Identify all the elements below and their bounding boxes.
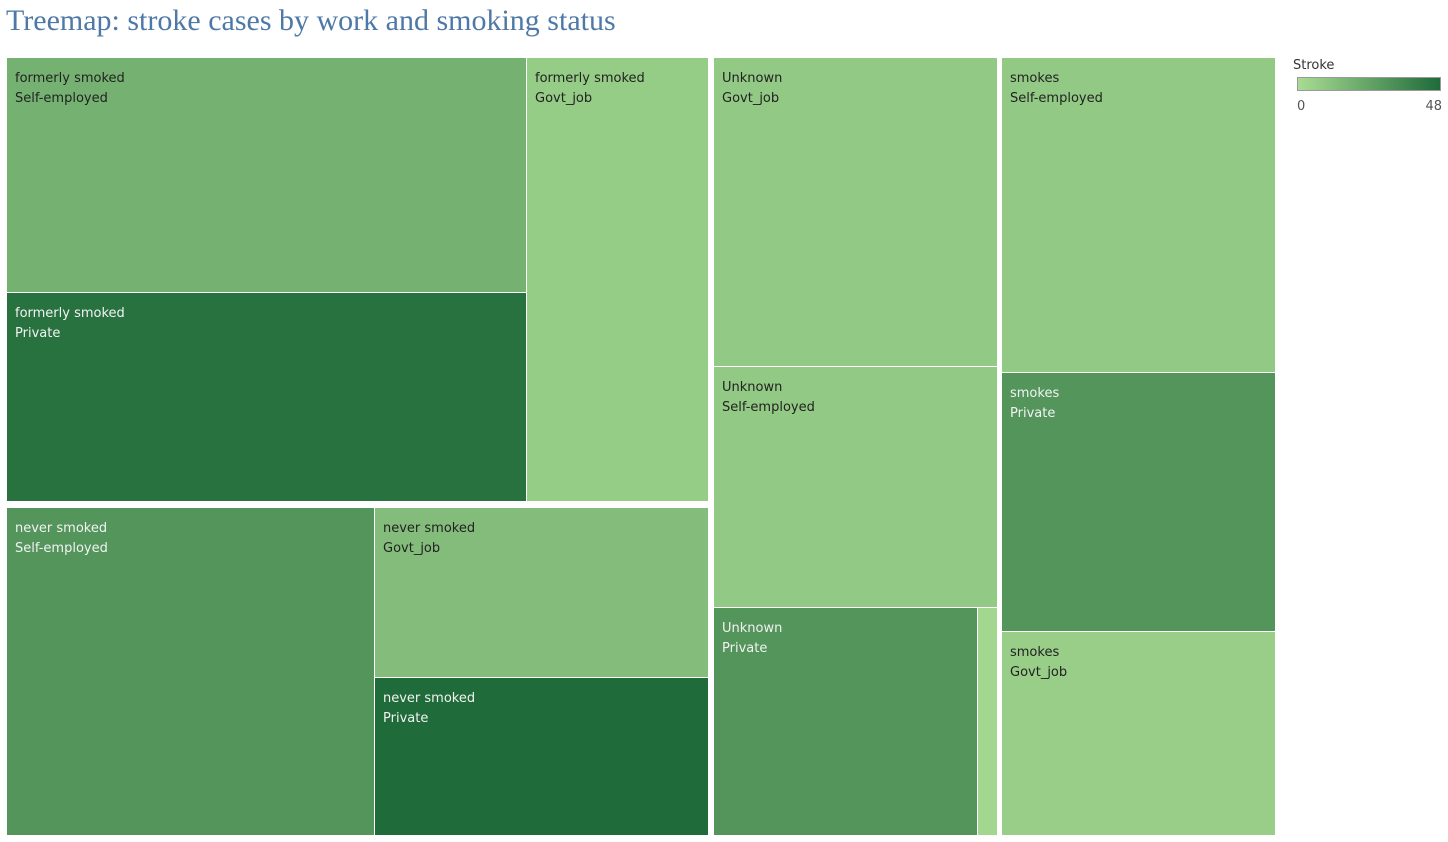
cell-label-smoking-status: Unknown bbox=[722, 71, 782, 86]
legend-title: Stroke bbox=[1293, 58, 1335, 73]
cell-label-work-type: Govt_job bbox=[535, 91, 592, 106]
cell-label-work-type: Private bbox=[383, 711, 428, 726]
legend-gradient-bar bbox=[1297, 77, 1441, 91]
cell-label-work-type: Private bbox=[722, 641, 767, 656]
treemap-group-never-smoked: never smoked Self-employed never smoked Gov… bbox=[7, 508, 708, 835]
cell-label-work-type: Self-employed bbox=[1010, 91, 1103, 106]
color-legend: Stroke 0 48 bbox=[1293, 58, 1445, 118]
treemap: formerly smoked Self-employed formerly smo… bbox=[7, 58, 1275, 835]
treemap-cell-unknown-govt-job[interactable] bbox=[714, 58, 997, 366]
cell-label-work-type: Self-employed bbox=[15, 541, 108, 556]
treemap-cell-smokes-govt-job[interactable] bbox=[1002, 632, 1275, 835]
cell-label-smoking-status: formerly smoked bbox=[15, 71, 125, 86]
cell-label-smoking-status: never smoked bbox=[15, 521, 107, 536]
cell-label-smoking-status: smokes bbox=[1010, 386, 1059, 401]
cell-label-smoking-status: formerly smoked bbox=[535, 71, 645, 86]
treemap-cell-formerly-smoked-private[interactable] bbox=[7, 293, 526, 501]
cell-label-work-type: Govt_job bbox=[383, 541, 440, 556]
cell-label-smoking-status: smokes bbox=[1010, 71, 1059, 86]
legend-min-label: 0 bbox=[1297, 99, 1306, 114]
cell-label-work-type: Govt_job bbox=[722, 91, 779, 106]
cell-label-smoking-status: formerly smoked bbox=[15, 306, 125, 321]
cell-label-smoking-status: Unknown bbox=[722, 380, 782, 395]
treemap-group-unknown: Unknown Govt_job Unknown Self-employed Unkno… bbox=[714, 58, 997, 835]
legend-max-label: 48 bbox=[1425, 99, 1442, 114]
treemap-group-formerly-smoked: formerly smoked Self-employed formerly smo… bbox=[7, 58, 708, 501]
cell-label-work-type: Private bbox=[15, 326, 60, 341]
cell-label-work-type: Govt_job bbox=[1010, 665, 1067, 680]
cell-label-work-type: Self-employed bbox=[722, 400, 815, 415]
cell-label-smoking-status: Unknown bbox=[722, 621, 782, 636]
cell-label-work-type: Private bbox=[1010, 406, 1055, 421]
chart-title: Treemap: stroke cases by work and smokin… bbox=[6, 4, 616, 37]
cell-label-work-type: Self-employed bbox=[15, 91, 108, 106]
cell-label-smoking-status: never smoked bbox=[383, 521, 475, 536]
cell-label-smoking-status: smokes bbox=[1010, 645, 1059, 660]
treemap-cell-formerly-smoked-govt-job[interactable] bbox=[527, 58, 708, 501]
cell-label-smoking-status: never smoked bbox=[383, 691, 475, 706]
treemap-cell-smokes-self-employed[interactable] bbox=[1002, 58, 1275, 372]
treemap-cell-never-smoked-self-employed[interactable] bbox=[7, 508, 374, 835]
treemap-group-smokes: smokes Self-employed smokes Private smokes Go… bbox=[1002, 58, 1275, 835]
treemap-cell-formerly-smoked-self-employed[interactable] bbox=[7, 58, 526, 292]
treemap-cell-unknown-private[interactable] bbox=[714, 608, 977, 835]
treemap-cell-unknown-self-employed[interactable] bbox=[714, 367, 997, 607]
treemap-cell-smokes-private[interactable] bbox=[1002, 373, 1275, 631]
treemap-cell-never-smoked-govt-job[interactable] bbox=[375, 508, 708, 677]
treemap-cell-never-smoked-private[interactable] bbox=[375, 678, 708, 835]
treemap-cell-unknown-other[interactable] bbox=[978, 608, 997, 835]
